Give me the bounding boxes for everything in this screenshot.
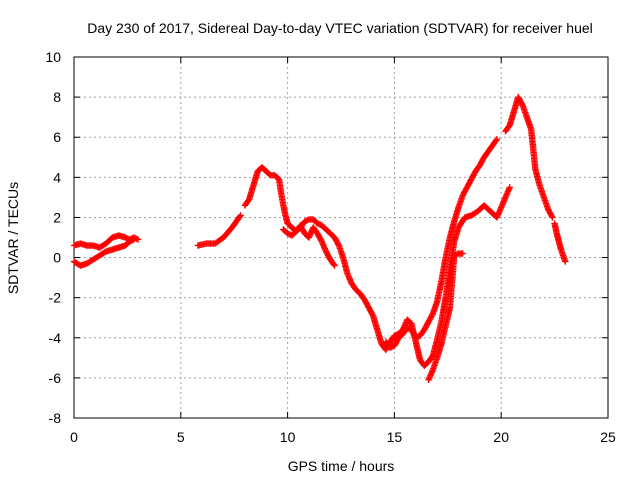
data-point: [391, 332, 398, 339]
data-point: [413, 333, 421, 341]
data-point: [284, 230, 291, 237]
x-tick-label: 5: [177, 429, 185, 445]
y-tick-label: -8: [49, 410, 62, 426]
y-tick-label: 10: [45, 49, 61, 65]
data-point: [330, 261, 337, 268]
y-tick-label: 2: [53, 209, 61, 225]
y-tick-label: -2: [49, 290, 62, 306]
data-series-2: [70, 236, 138, 269]
data-point: [386, 344, 394, 352]
data-point: [133, 235, 140, 243]
data-point: [388, 343, 395, 351]
y-tick-label: 0: [53, 250, 61, 266]
x-tick-labels: 0 5 10 15 20 25: [70, 429, 616, 445]
y-axis-label: SDTVAR / TECUs: [5, 182, 21, 294]
data-series-1: [70, 232, 142, 251]
data-series-5: [280, 222, 338, 269]
chart-title: Day 230 of 2017, Sidereal Day-to-day VTE…: [87, 20, 593, 36]
x-axis-label: GPS time / hours: [288, 458, 395, 474]
data-point: [428, 311, 436, 319]
data-points: [70, 93, 569, 384]
data-series-7: [425, 250, 466, 384]
data-point: [452, 251, 459, 259]
data-point: [315, 220, 323, 228]
data-point: [549, 214, 556, 221]
data-point: [548, 212, 555, 220]
y-tick-label: 8: [53, 89, 61, 105]
data-point: [130, 236, 138, 243]
data-point: [236, 213, 243, 220]
x-tick-label: 10: [280, 429, 296, 445]
data-point: [334, 240, 342, 248]
data-point: [492, 137, 500, 144]
data-point: [127, 237, 135, 245]
data-point: [302, 217, 310, 224]
data-point: [122, 234, 129, 241]
axis-ticks: [73, 56, 609, 419]
data-point: [518, 100, 526, 107]
data-point: [126, 238, 133, 245]
data-series-9: [551, 220, 569, 265]
data-point: [331, 262, 338, 269]
data-series-8: [502, 93, 556, 221]
data-point: [493, 136, 501, 143]
y-tick-label: 4: [53, 169, 61, 185]
y-tick-label: -6: [49, 370, 62, 386]
data-point: [301, 218, 308, 225]
y-tick-labels: -8 -6 -4 -2 0 2 4 6 8 10: [45, 49, 61, 426]
data-series-6: [382, 136, 501, 352]
data-point: [123, 234, 130, 242]
data-series-4: [241, 164, 513, 370]
x-tick-label: 15: [387, 429, 403, 445]
y-tick-label: -4: [49, 330, 62, 346]
x-tick-label: 25: [600, 429, 616, 445]
data-point: [412, 334, 419, 341]
y-tick-label: 6: [53, 129, 61, 145]
data-point: [237, 212, 244, 219]
x-tick-label: 0: [70, 429, 78, 445]
data-point: [314, 220, 321, 227]
data-point: [451, 252, 458, 259]
data-point: [453, 251, 461, 258]
data-point: [304, 216, 311, 224]
plot-frame: [73, 56, 609, 419]
data-point: [405, 325, 412, 332]
x-tick-label: 20: [493, 429, 509, 445]
data-point: [404, 324, 411, 331]
data-point: [459, 250, 466, 257]
data-point: [129, 236, 136, 244]
data-point: [562, 258, 569, 265]
grid-lines: [74, 57, 608, 418]
data-series-3: [194, 212, 244, 249]
data-point: [506, 184, 513, 191]
